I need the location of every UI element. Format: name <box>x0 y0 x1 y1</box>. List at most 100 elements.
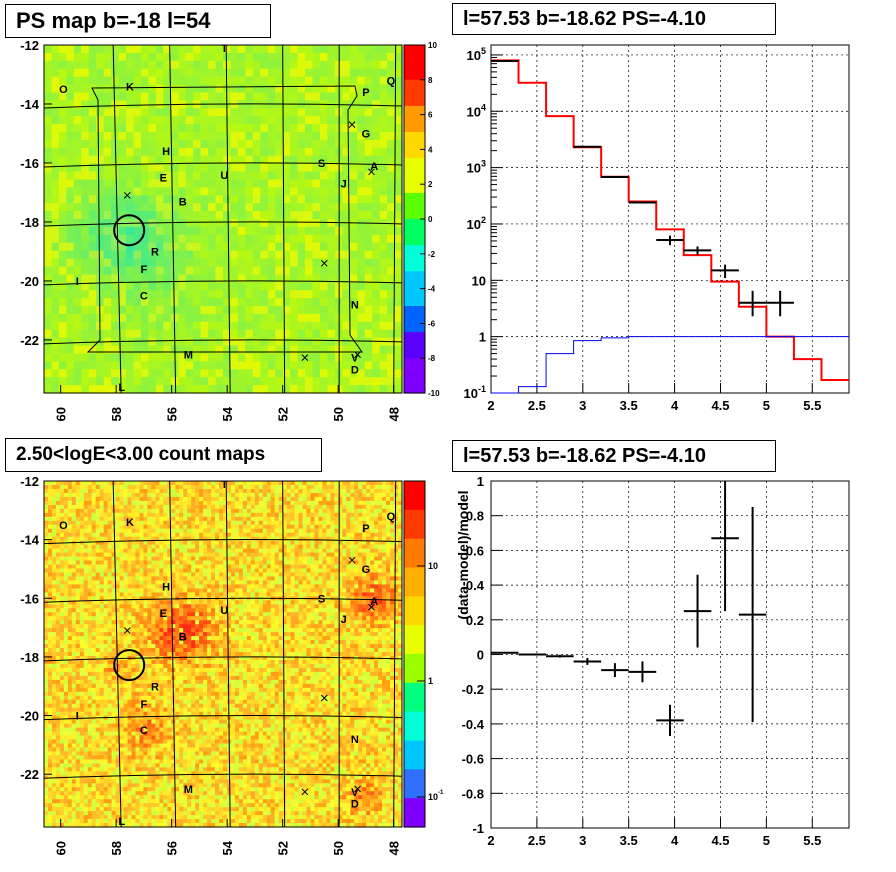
y-tick-label: 0 <box>477 648 484 663</box>
y-tick-label: -0.6 <box>462 752 484 767</box>
colorbar-cell <box>404 682 425 694</box>
x-tick-label: 54 <box>220 406 235 421</box>
source-label-J: J <box>341 614 347 626</box>
source-label-H: H <box>162 582 170 594</box>
colorbar-cell <box>404 721 425 732</box>
colorbar-cell <box>404 817 425 828</box>
colorbar-cell <box>404 340 425 351</box>
source-label-F: F <box>141 699 148 711</box>
colorbar-cell <box>404 279 425 290</box>
target-circle <box>113 214 146 247</box>
source-label-L: L <box>118 816 125 828</box>
colorbar-cell <box>404 262 425 272</box>
source-label-U: U <box>220 170 228 182</box>
colorbar-cell <box>404 271 425 281</box>
colorbar-cell <box>404 288 425 298</box>
x-tick-label: 48 <box>387 841 402 855</box>
colorbar-cell <box>404 79 425 90</box>
source-label-V: V <box>351 787 359 799</box>
colorbar-tick-label: 6 <box>428 111 433 120</box>
colorbar-tick-label: 2 <box>428 180 433 189</box>
map-grid-meridian <box>112 44 122 394</box>
y-tick-label: 10-1 <box>464 384 486 401</box>
x-tick-label: 2 <box>487 398 494 413</box>
source-label-G: G <box>362 564 371 576</box>
colorbar-cell <box>404 114 425 124</box>
y-tick-label: -22 <box>20 767 39 782</box>
y-tick-label: 1 <box>477 474 484 489</box>
x-tick-label: 5.5 <box>803 833 821 848</box>
map-grid-parallel <box>43 656 403 662</box>
source-marker <box>354 785 361 793</box>
x-tick-label: 60 <box>54 841 69 855</box>
colorbar-cell <box>404 45 425 55</box>
colorbar-tick-label: 0 <box>428 215 433 224</box>
colorbar-cell <box>404 323 425 333</box>
x-tick-label: 4 <box>671 833 679 848</box>
source-label-D: D <box>351 364 359 376</box>
colorbar-cell <box>404 788 425 799</box>
map-grid-parallel <box>43 339 403 345</box>
source-label-Q: Q <box>387 511 396 523</box>
y-tick-label: 102 <box>467 215 486 232</box>
map-grid-parallel <box>43 280 403 286</box>
y-tick-label: 10 <box>472 273 486 288</box>
colorbar-tick-label: 10 <box>428 41 437 50</box>
source-label-K: K <box>126 81 134 93</box>
map-grid-parallel <box>43 221 403 227</box>
y-tick-label: 104 <box>467 102 486 119</box>
map-grid-meridian <box>393 480 397 828</box>
y-tick-label: 105 <box>467 46 486 63</box>
y-tick-label: -0.8 <box>462 786 484 801</box>
x-tick-label: 48 <box>387 407 402 421</box>
y-tick-label: 1 <box>479 330 486 345</box>
source-label-E: E <box>160 608 167 620</box>
y-tick-label: -0.2 <box>462 682 484 697</box>
x-tick-label: 4.5 <box>711 833 729 848</box>
y-tick-label: 103 <box>467 159 486 176</box>
colorbar-cell <box>404 634 425 645</box>
colorbar-cell <box>404 759 425 770</box>
colorbar-cell <box>404 557 425 569</box>
colorbar-cell <box>404 586 425 597</box>
y-tick-label: -0.4 <box>462 717 485 732</box>
source-label-O: O <box>59 520 68 532</box>
colorbar-cell <box>404 97 425 107</box>
colorbar-cell <box>404 123 425 133</box>
colorbar-cell <box>404 654 425 665</box>
count-map-frame <box>43 480 403 828</box>
source-label-C: C <box>140 725 148 737</box>
source-marker <box>320 694 328 702</box>
source-label-D: D <box>351 799 359 811</box>
source-marker <box>368 603 375 611</box>
target-circle <box>113 649 146 682</box>
map-grid-parallel <box>43 597 403 603</box>
y-tick-label: -18 <box>20 650 39 665</box>
source-marker <box>320 259 328 267</box>
source-marker <box>354 351 361 359</box>
source-label-R: R <box>151 681 159 693</box>
source-label-T: T <box>221 43 228 55</box>
count-map-title: 2.50<logE<3.00 count maps <box>5 438 322 472</box>
source-label-M: M <box>184 350 193 362</box>
map-grid-parallel <box>43 103 403 109</box>
colorbar-cell <box>404 519 425 530</box>
x-tick-label: 54 <box>220 840 235 855</box>
map-grid-meridian <box>225 44 231 394</box>
residual-frame <box>490 480 850 829</box>
y-tick-label: -22 <box>20 333 39 348</box>
colorbar-cell <box>404 297 425 307</box>
source-label-S: S <box>318 593 325 605</box>
colorbar-cell <box>404 596 425 607</box>
source-label-P: P <box>362 523 369 535</box>
source-label-J: J <box>341 179 347 191</box>
colorbar-cell <box>404 740 425 751</box>
colorbar-cell <box>404 384 425 394</box>
colorbar-cell <box>404 53 425 63</box>
map-grid-parallel <box>43 773 403 779</box>
colorbar-tick-label: 10-1 <box>428 790 444 802</box>
ps-map-grid-lines <box>43 44 403 394</box>
y-axis-label: (data-model)/model <box>455 490 471 619</box>
colorbar-cell <box>404 577 425 588</box>
